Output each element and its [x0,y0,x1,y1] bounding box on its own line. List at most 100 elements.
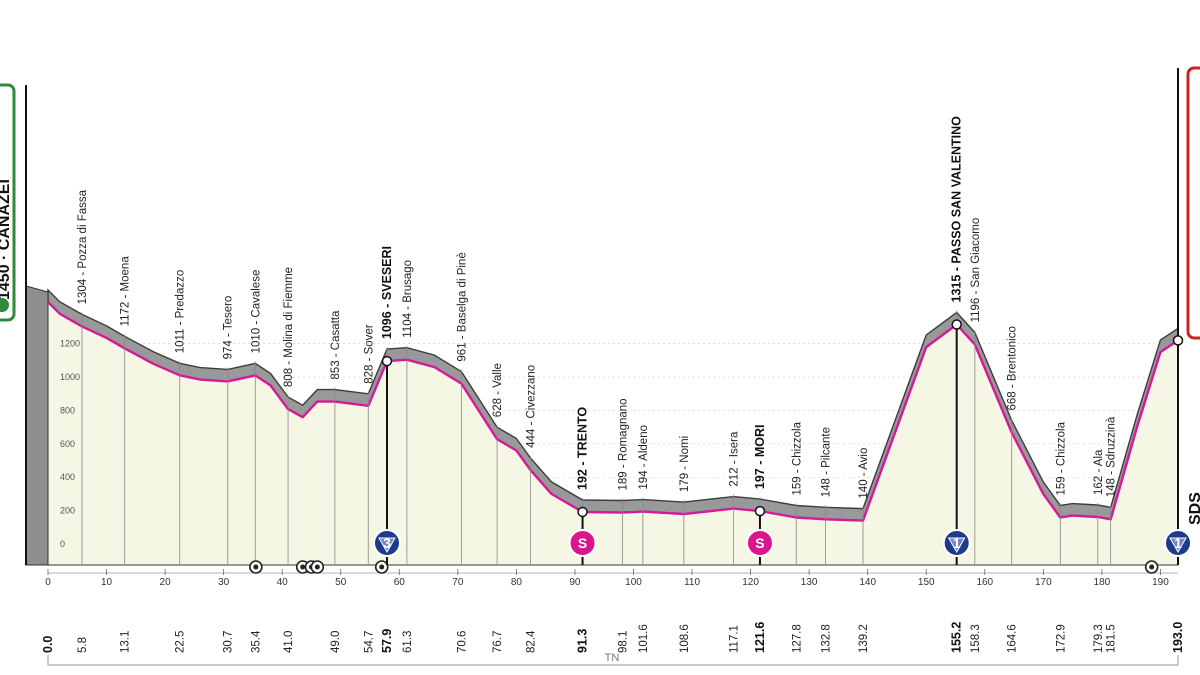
altitude-tick-label: 200 [60,506,75,516]
start-block [25,285,49,566]
km-tick-label: 170 [1035,577,1052,588]
km-tick-label: 190 [1152,577,1169,588]
location-label: 197 - MORI [753,424,767,489]
distance-label: 132.8 [821,624,833,653]
location-label: 1011 - Predazzo [175,270,187,354]
location-label: 668 - Brentonico [1007,326,1019,410]
location-label: 212 - Isera [729,431,741,487]
marker-label: S [755,535,764,551]
distance-label: 158.3 [970,624,982,653]
marker-label: S [578,535,587,551]
distance-label: 30.7 [223,631,235,653]
distance-label: 179.3 [1093,624,1105,653]
marker-dot [754,505,766,517]
km-tick-label: 70 [452,577,464,588]
km-tick-label: 50 [335,577,347,588]
km-tick-label: 40 [277,577,289,588]
tunnel-icon [374,560,389,574]
marker-label: 1 [1174,535,1182,551]
location-label: 194 - Aldeno [638,425,650,490]
distance-label: 164.6 [1007,624,1019,653]
tunnel-icons [249,560,1159,574]
distance-label: 35.4 [250,630,262,653]
location-label: 961 - Baselga di Pinè [456,252,468,361]
location-label: 828 - Sover [363,324,375,384]
distance-labels: 0.0 5.8 13.1 22.5 30.7 35.4 41.0 49.0 54.7 57.9 61… [41,622,1185,653]
distance-label: 101.6 [638,624,650,653]
climb-triangle [947,537,966,554]
marker-dot [951,319,962,330]
km-tick-label: 150 [918,577,935,588]
distance-label: 13.1 [120,631,132,653]
distance-label: 98.1 [617,631,629,653]
distance-label: 117.1 [729,625,741,653]
location-label: 1315 - PASSO SAN VALENTINO [950,116,964,303]
location-label: 853 - Casatta [330,310,342,380]
marker-dot [1172,335,1184,346]
region-bracket: TN [47,652,1179,666]
tunnel-icon [310,560,325,574]
km-tick-label: 60 [394,577,406,588]
race-markers: 3 S S 1 1 [373,319,1192,565]
distance-label: 91.3 [576,629,590,653]
distance-label: 127.8 [791,624,803,653]
location-label: 159 - Chizzola [1055,421,1067,495]
distance-label: 108.6 [679,624,691,653]
distance-label: 41.0 [283,631,295,653]
km-tick-label: 30 [218,577,230,588]
finish-banner: SDS [1186,66,1200,525]
location-labels: 1304 - Pozza di Fassa 1172 - Moena 1011 - … [77,116,1118,565]
km-tick-label: 160 [976,577,993,588]
km-tick-label: 80 [511,577,523,588]
location-label: 974 - Tesero [223,296,235,360]
location-label: 1304 - Pozza di Fassa [77,189,89,304]
altitude-ticks: 0 200 400 600 800 1000 1200 [60,339,80,549]
location-label: 628 - Valle [492,363,504,417]
distance-label: 54.7 [363,631,375,653]
km-tick-label: 130 [801,577,818,588]
location-label: 179 - Nomi [679,436,691,492]
distance-label: 155.2 [950,622,964,653]
altitude-tick-label: 0 [60,539,65,549]
km-tick-label: 90 [569,577,581,588]
tunnel-icon [1144,560,1159,574]
km-ticks: 0 10 20 30 40 50 60 70 80 90 100 110 120 130 140 150 160… [45,569,1178,588]
region-label: TN [605,652,620,664]
location-label: 808 - Molina di Fiemme [283,267,295,387]
distance-label: 82.4 [525,630,537,653]
location-label: 444 - Civezzano [525,365,537,448]
finish-label: SDS [1187,492,1200,525]
location-label: 159 - Chizzola [791,421,803,495]
distance-label: 76.7 [492,631,504,653]
location-label: 1010 - Cavalese [250,270,262,354]
distance-label: 121.6 [753,622,767,653]
start-flag-icon [0,298,9,312]
altitude-tick-label: 600 [60,439,75,449]
altitude-tick-label: 1200 [60,339,80,349]
location-label: 1196 - San Giacomo [970,218,982,323]
km-tick-label: 0 [45,577,51,588]
marker-dot [577,506,588,518]
location-label: 1096 - SVESERI [380,246,394,339]
marker-label: 1 [953,535,961,551]
location-label: 162 - Ala [1093,449,1105,495]
tunnel-icon [249,560,263,574]
km-tick-label: 140 [859,577,876,588]
marker-dot [381,355,393,367]
distance-label: 181.5 [1106,624,1118,653]
climb-triangle [378,537,396,554]
distance-label: 5.8 [77,637,89,653]
location-label: 192 - TRENTO [576,407,590,490]
km-tick-label: 100 [625,577,642,588]
distance-label: 172.9 [1055,624,1067,653]
distance-label: 57.9 [380,629,394,653]
start-label: 1450 · CANAZEI [0,179,13,300]
marker-label: 3 [383,535,391,551]
location-label: 1104 - Brusago [402,260,414,338]
altitude-tick-label: 800 [60,405,75,415]
sprint-icon [568,529,597,557]
sprint-icon [745,529,774,557]
altitude-tick-label: 400 [60,472,75,482]
altitude-tick-label: 1000 [60,372,80,382]
